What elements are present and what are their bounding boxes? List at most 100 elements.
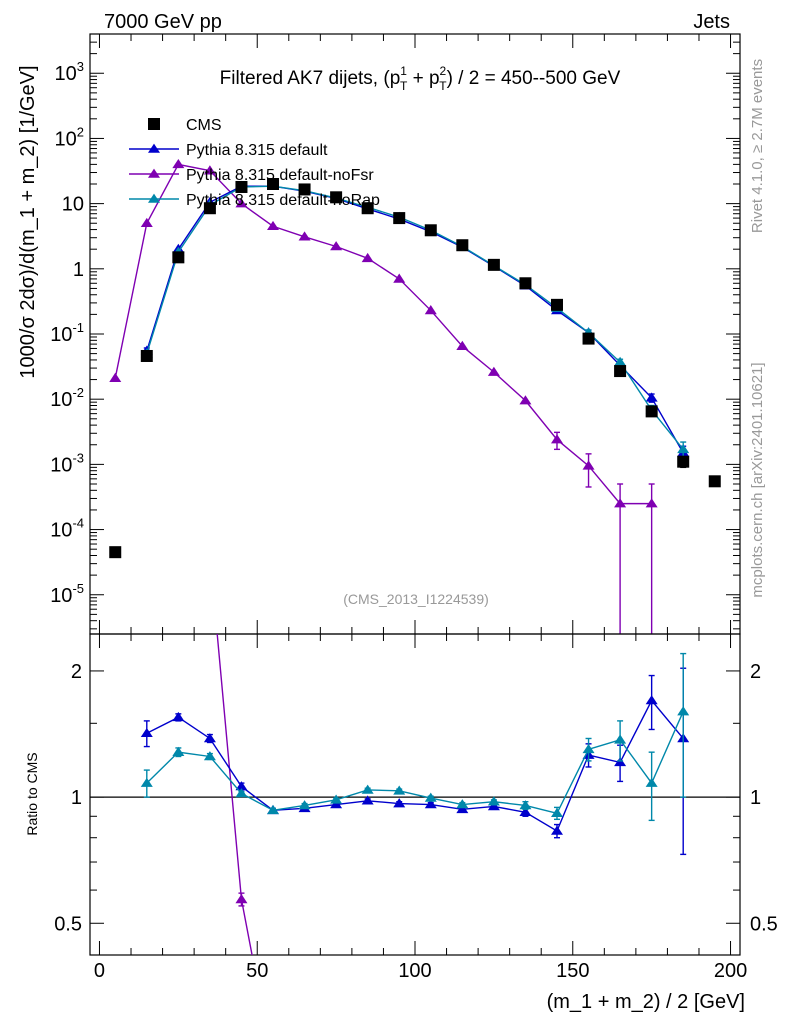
ratio-default-point (645, 695, 658, 705)
top-cms-point (235, 180, 248, 193)
top-noFsr-point (614, 498, 627, 508)
top-noFsr-point (140, 217, 153, 228)
ratio-y-tick-label-right: 1 (750, 787, 761, 809)
ratio-default-point (550, 825, 563, 835)
header-left: 7000 GeV pp (104, 11, 222, 33)
top-y-tick-label: 102 (55, 124, 84, 150)
top-cms-point (267, 178, 280, 190)
top-noFsr-point (298, 231, 311, 241)
x-axis-label: (m_1 + m_2) / 2 [GeV] (547, 991, 745, 1013)
top-cms-point (140, 349, 153, 362)
top-cms-point (708, 475, 721, 488)
ratio-default-point (487, 801, 500, 811)
top-noFsr-point (456, 340, 469, 350)
ratio-noRap-line (146, 711, 684, 815)
ratio-plot-data (140, 549, 690, 955)
top-default-line (146, 185, 684, 454)
top-y-tick-label: 10-2 (50, 385, 84, 411)
top-cms-point (424, 224, 437, 237)
top-cms-point (677, 455, 690, 468)
top-y-tick-label: 10-1 (50, 320, 84, 346)
ratio-noRap-point (140, 777, 153, 787)
ratio-y-tick-label-left: 2 (71, 661, 82, 683)
legend-marker-noFsr (148, 168, 160, 178)
top-y-tick-exp: 2 (77, 124, 84, 139)
top-y-tick-label: 10-3 (50, 450, 84, 476)
ratio-default-point (235, 781, 248, 791)
top-noFsr-point (424, 305, 437, 315)
top-cms-point (487, 258, 500, 271)
top-y-tick-exp: -1 (72, 320, 84, 335)
top-default-point (645, 392, 658, 402)
top-noFsr-point (550, 434, 563, 444)
ratio-noRap-point (645, 777, 658, 787)
legend-label-default: Pythia 8.315 default (186, 142, 328, 159)
ratio-y-tick-label-left: 0.5 (54, 913, 82, 935)
top-cms-point (456, 239, 469, 252)
top-cms-point (330, 191, 343, 204)
ratio-default-point (140, 727, 153, 738)
top-noFsr-point (361, 252, 374, 263)
top-y-tick-exp: -5 (72, 581, 84, 596)
top-cms-point (614, 365, 627, 378)
top-cms-point (550, 298, 563, 311)
ratio-noRap-point (203, 751, 216, 761)
top-y-tick-base: 10 (55, 128, 77, 150)
ratio-noRap-point (172, 746, 185, 756)
top-cms-point (203, 202, 216, 215)
top-noFsr-point (235, 198, 248, 208)
top-y-tick-base: 10 (50, 389, 72, 411)
top-cms-point (582, 332, 595, 345)
legend-label-noRap: Pythia 8.315 default-noRap (186, 192, 380, 209)
top-noFsr-line (114, 163, 652, 505)
ratio-noFsr-point (204, 549, 216, 558)
top-y-tick-base: 10 (50, 520, 72, 542)
top-noFsr-point (582, 460, 595, 470)
x-tick-label: 150 (556, 960, 589, 982)
top-noFsr-point (109, 372, 122, 382)
ratio-default-point (172, 711, 185, 722)
side-label-bottom: mcplots.cern.ch [arXiv:2401.10621] (749, 362, 766, 597)
legend-marker-noRap (148, 193, 160, 203)
ratio-noRap-point (614, 734, 627, 744)
ratio-noFsr-point (235, 894, 248, 904)
top-y-tick-base: 10 (50, 454, 72, 476)
ratio-noRap-point (267, 804, 280, 815)
top-noFsr-point (393, 273, 406, 283)
top-y-tick-label: 103 (55, 59, 84, 85)
top-y-axis-label: 1000/σ 2dσ)/d(m_1 + m_2) [1/GeV] (17, 65, 39, 378)
legend-marker-default (148, 143, 160, 153)
top-y-tick-exp: -4 (72, 516, 84, 531)
top-noRap-point (677, 443, 690, 454)
x-tick-label: 50 (246, 960, 268, 982)
ratio-default-line (146, 699, 684, 833)
top-cms-point (298, 183, 311, 196)
top-y-tick-exp: -3 (72, 450, 84, 465)
ratio-default-point (456, 803, 469, 814)
top-cms-point (361, 202, 374, 215)
legend-label-noFsr: Pythia 8.315 default-noFsr (186, 167, 374, 184)
top-y-tick-label: 10-5 (50, 581, 84, 607)
ratio-noRap-point (330, 794, 343, 804)
top-y-tick-base: 10 (55, 63, 77, 85)
top-y-tick-base: 10 (50, 585, 72, 607)
ratio-noRap-point (361, 784, 374, 794)
ratio-y-tick-label-right: 2 (750, 661, 761, 683)
top-noFsr-point (487, 366, 500, 376)
top-cms-point (645, 405, 658, 418)
top-noFsr-point (645, 498, 658, 508)
header-right: Jets (693, 11, 730, 33)
ratio-noRap-point (550, 807, 563, 818)
main-plot-data (109, 158, 721, 634)
top-y-tick-label: 1 (73, 259, 84, 281)
ratio-default-point (361, 795, 374, 805)
ratio-noRap-point (235, 788, 248, 798)
top-y-tick-exp: 3 (77, 59, 84, 74)
top-noFsr-point (203, 165, 216, 175)
top-noFsr-point (172, 158, 185, 169)
ratio-noRap-point (424, 792, 437, 802)
top-y-tick-base: 10 (50, 324, 72, 346)
top-noRap-point (614, 356, 627, 366)
top-cms-point (109, 546, 122, 559)
